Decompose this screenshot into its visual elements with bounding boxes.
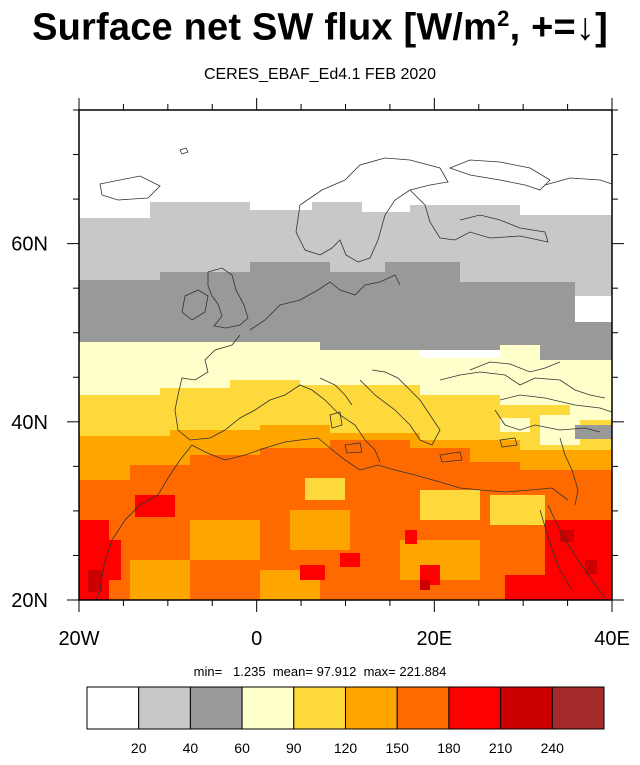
colorbar: 20 40 60 90 120 150 180 210 240 xyxy=(86,686,605,756)
yellow-patch xyxy=(420,490,480,520)
colorbar-box xyxy=(86,686,140,730)
y-tick-label: 20N xyxy=(11,590,48,612)
colorbar-label: 150 xyxy=(386,740,410,756)
stats-line: min= 1.235 mean= 97.912 max= 221.884 xyxy=(193,664,447,679)
colorbar-label: 20 xyxy=(131,740,147,756)
orange-patch xyxy=(190,520,260,560)
dark-red-patch xyxy=(88,570,102,592)
orange-patch xyxy=(290,510,350,550)
x-tick-label: 20W xyxy=(58,628,99,650)
colorbar-box xyxy=(448,686,502,730)
red-patch xyxy=(405,530,417,544)
yellow-patch xyxy=(490,495,545,525)
colorbar-label: 210 xyxy=(489,740,513,756)
dark-grey-band xyxy=(79,262,612,360)
colorbar-box xyxy=(241,686,295,730)
y-tick-label: 40N xyxy=(11,412,48,434)
orange-patch xyxy=(130,560,190,600)
dark-red-patch xyxy=(560,530,574,542)
yellow-patch xyxy=(305,478,345,500)
coastlines xyxy=(95,147,612,600)
map-title: Surface net SW flux [W/m2, +=↓] xyxy=(32,6,608,49)
red-patch xyxy=(340,553,360,567)
grey-patch xyxy=(575,425,612,439)
colorbar-label: 40 xyxy=(183,740,199,756)
red-patch xyxy=(135,495,175,517)
colorbar-box xyxy=(500,686,553,730)
x-tick-label: 20E xyxy=(417,628,453,650)
y-tick-label: 60N xyxy=(11,234,48,256)
colorbar-label: 90 xyxy=(286,740,302,756)
red-patch xyxy=(109,540,121,580)
colorbar-label: 120 xyxy=(334,740,358,756)
red-patch xyxy=(545,520,612,600)
colorbar-box xyxy=(293,686,346,730)
map-subtitle: CERES_EBAF_Ed4.1 FEB 2020 xyxy=(203,66,437,83)
colorbar-box xyxy=(345,686,398,730)
colorbar-box xyxy=(396,686,450,730)
red-patch xyxy=(505,575,545,600)
pale-patch xyxy=(500,418,530,432)
flux-map: 20W 0 20E 40E 20N 40N 60N xyxy=(11,98,630,650)
x-tick-label: 40E xyxy=(594,628,630,650)
dark-red-patch xyxy=(585,560,597,574)
colorbar-label: 240 xyxy=(541,740,565,756)
dark-red-patch xyxy=(420,580,430,590)
colorbar-label: 60 xyxy=(234,740,250,756)
colorbar-box xyxy=(551,686,605,730)
colorbar-box xyxy=(189,686,243,730)
colorbar-label: 180 xyxy=(437,740,461,756)
x-tick-label: 0 xyxy=(251,628,262,650)
colorbar-box xyxy=(138,686,191,730)
red-patch xyxy=(300,565,325,580)
